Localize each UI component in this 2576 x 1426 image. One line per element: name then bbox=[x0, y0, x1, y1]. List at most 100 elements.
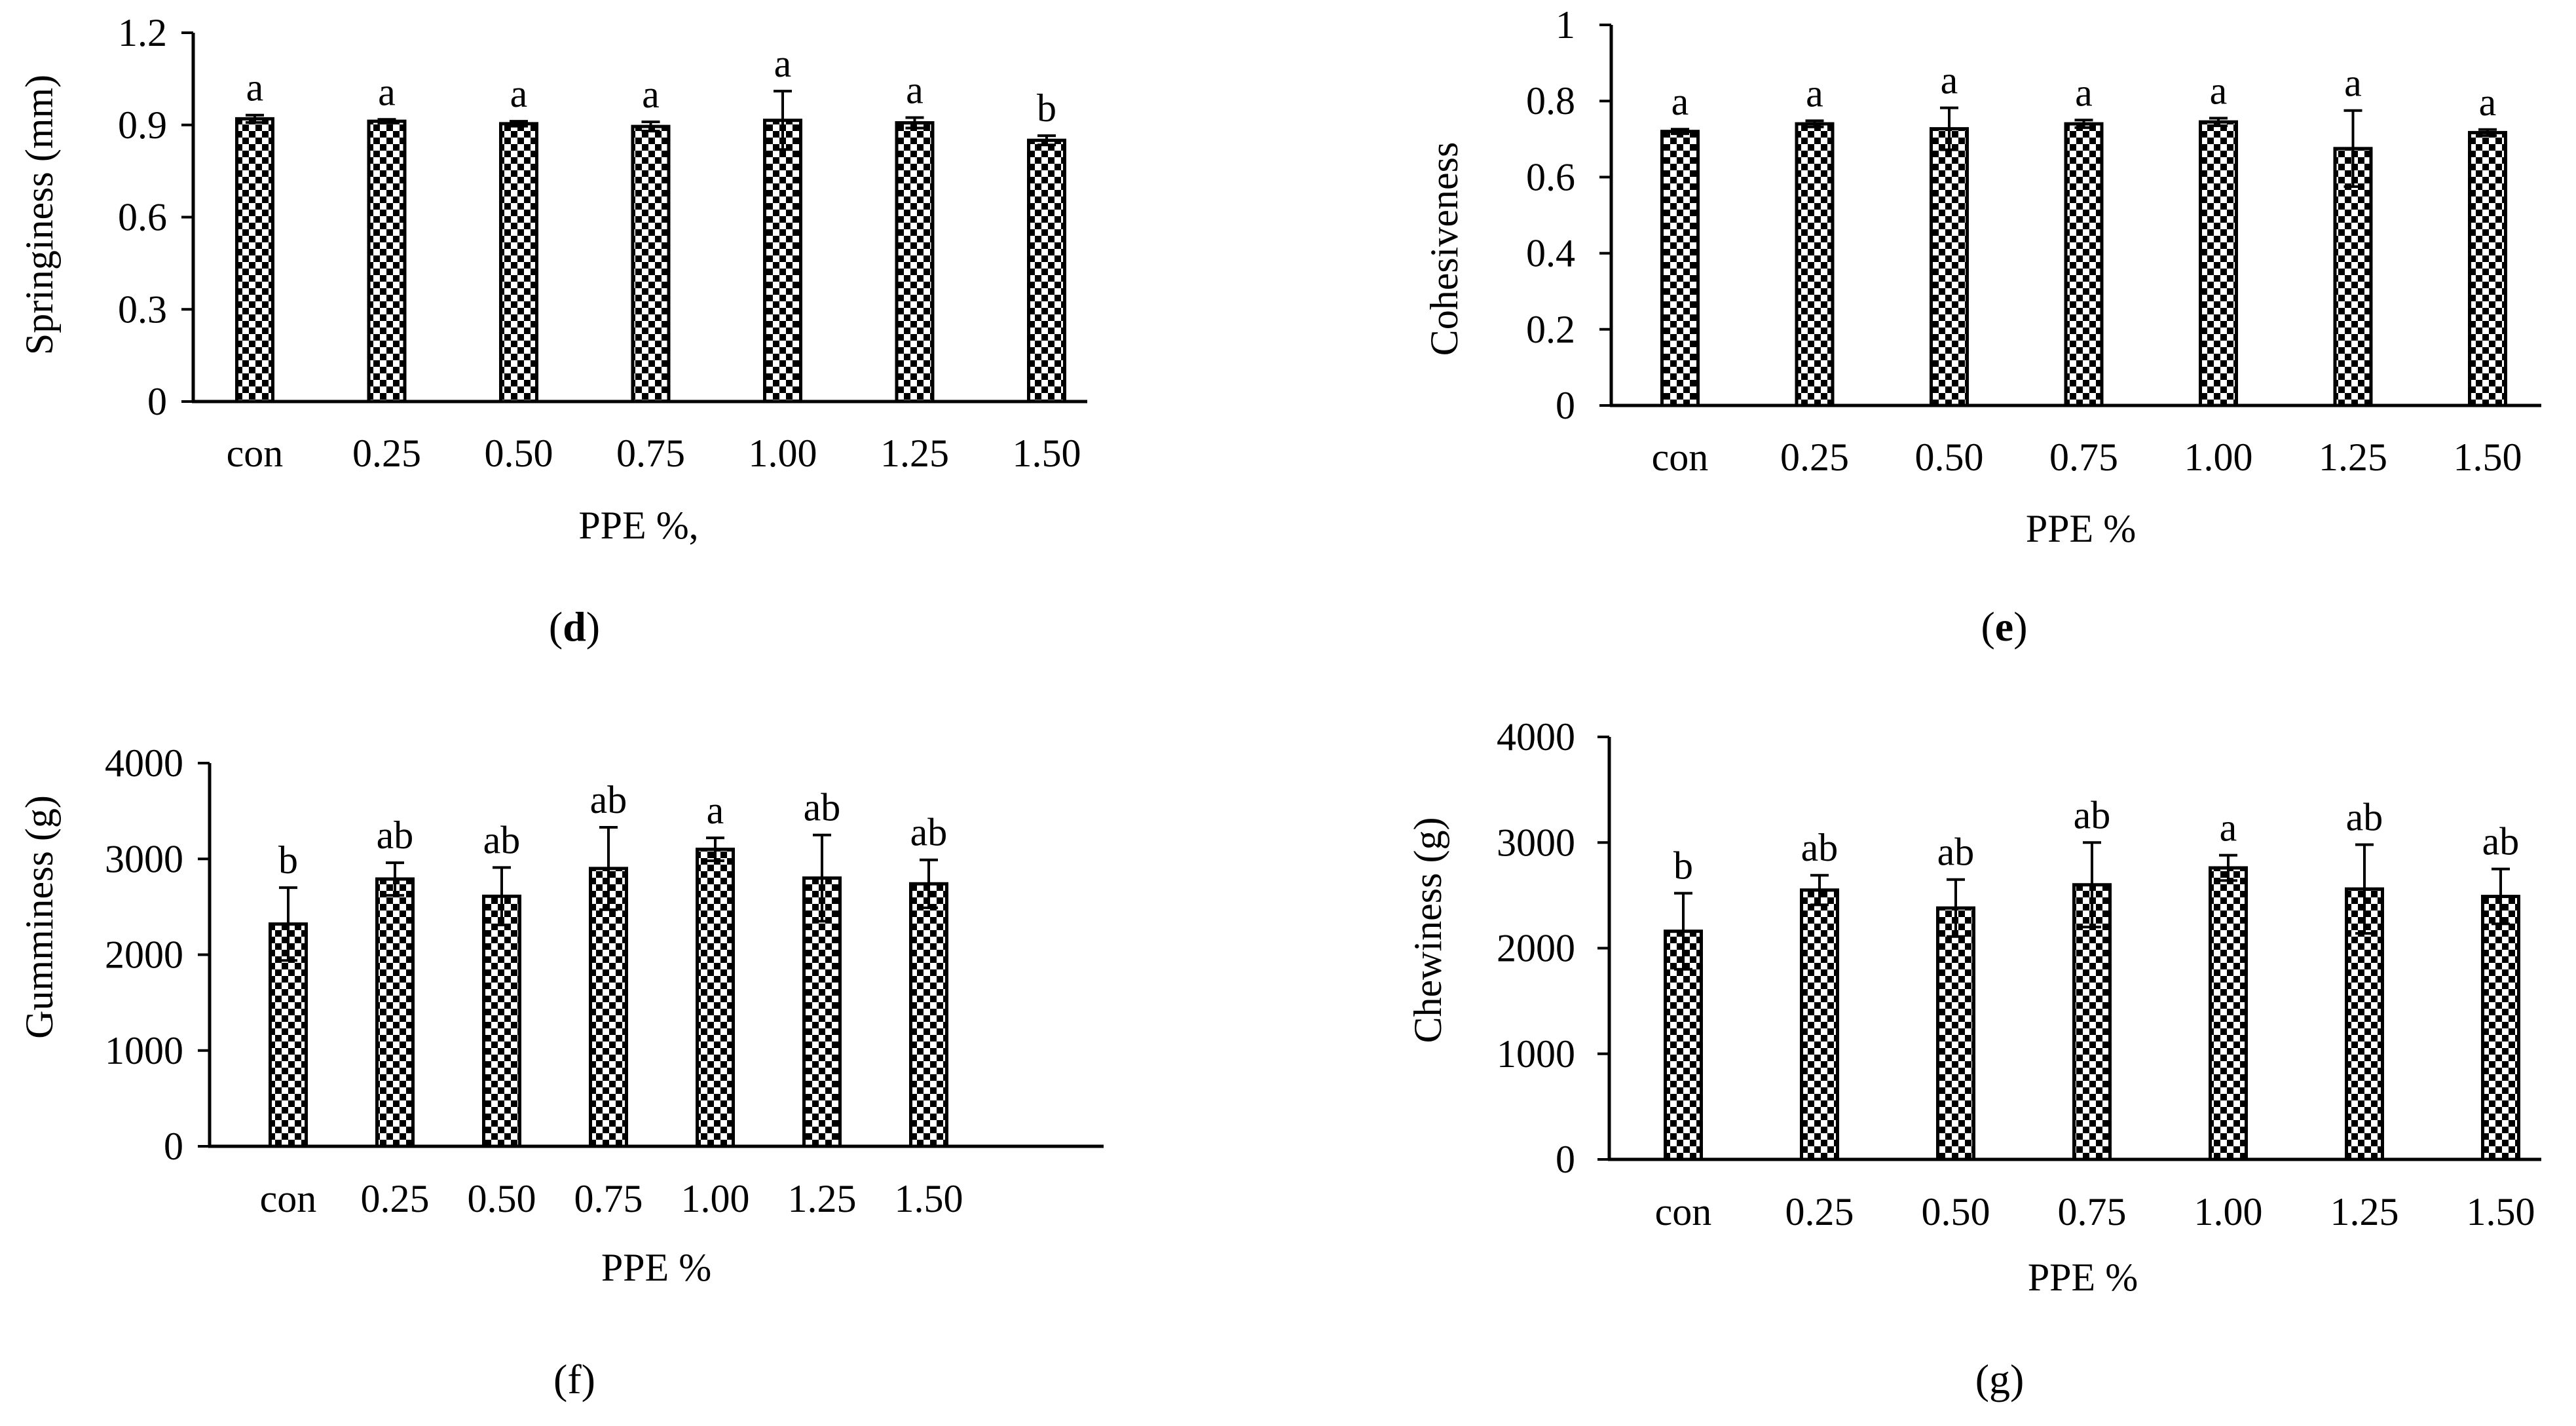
bar bbox=[1660, 130, 1700, 407]
significance-letter: b bbox=[1673, 844, 1693, 888]
significance-letter: a bbox=[2075, 71, 2093, 114]
y-tick-label: 0.3 bbox=[118, 288, 167, 331]
significance-letter: a bbox=[642, 73, 660, 116]
chart-panel-e: Cohesiveness PPE % (e) 0 0.2 0.4 0.6 0.8 1 a co… bbox=[1423, 3, 2541, 650]
x-tick-label: 0.50 bbox=[1922, 1190, 1990, 1233]
bar bbox=[2072, 883, 2112, 1161]
y-tick-label: 0.9 bbox=[118, 103, 167, 147]
significance-letter: a bbox=[774, 42, 792, 85]
x-tick-label: 0.25 bbox=[1785, 1190, 1854, 1233]
panel-label: (g) bbox=[1975, 1356, 2025, 1402]
significance-letter: a bbox=[2344, 62, 2362, 105]
panel-letter: e bbox=[1995, 603, 2013, 650]
significance-letter: ab bbox=[804, 786, 841, 829]
bar bbox=[696, 848, 735, 1148]
bar bbox=[631, 124, 671, 403]
x-tick-label: 1.00 bbox=[2184, 436, 2253, 479]
x-tick-label: 0.25 bbox=[361, 1177, 430, 1220]
y-tick-label: 4000 bbox=[1497, 715, 1575, 759]
chart-panel-d: Springiness (mm) PPE %, (d) 0 0.3 0.6 0.9 1.… bbox=[18, 11, 1087, 650]
bar bbox=[2064, 122, 2104, 407]
x-tick-label: con bbox=[227, 432, 284, 475]
x-tick-label: 1.00 bbox=[681, 1177, 750, 1220]
x-tick-label: 1.50 bbox=[1013, 432, 1081, 475]
x-tick-label: 0.75 bbox=[2058, 1190, 2127, 1233]
significance-letter: a bbox=[510, 72, 528, 115]
x-axis-label: PPE % bbox=[2026, 507, 2136, 550]
significance-letter: b bbox=[1037, 86, 1056, 130]
bar bbox=[2333, 147, 2373, 407]
x-tick-label: 1.50 bbox=[2467, 1190, 2535, 1233]
significance-letter: a bbox=[378, 70, 396, 113]
chart-panel-g: Chewiness (g) PPE % (g) 0 1000 2000 3000 400… bbox=[1406, 715, 2541, 1402]
x-tick-label: 0.50 bbox=[485, 432, 553, 475]
x-tick-label: 0.75 bbox=[2049, 436, 2118, 479]
significance-letter: ab bbox=[590, 778, 627, 821]
panel-letter: d bbox=[563, 603, 586, 650]
bar bbox=[802, 876, 842, 1148]
y-axis-label: Gumminess (g) bbox=[18, 795, 61, 1039]
x-tick-label: con bbox=[1655, 1190, 1712, 1233]
bar bbox=[2199, 120, 2238, 407]
bar bbox=[895, 121, 935, 403]
x-tick-label: 0.25 bbox=[352, 432, 421, 475]
y-tick-label: 1.2 bbox=[118, 11, 167, 54]
y-axis-label: Chewiness (g) bbox=[1406, 817, 1449, 1043]
panel-label: (f) bbox=[553, 1356, 595, 1402]
x-tick-label: 0.75 bbox=[616, 432, 685, 475]
y-tick-label: 1000 bbox=[105, 1029, 183, 1072]
y-tick-label: 2000 bbox=[1497, 927, 1575, 970]
significance-letter: a bbox=[2479, 81, 2497, 124]
x-tick-label: 1.00 bbox=[2194, 1190, 2263, 1233]
significance-letter: a bbox=[906, 68, 924, 111]
significance-letter: ab bbox=[377, 814, 414, 857]
y-tick-label: 0 bbox=[1556, 384, 1575, 427]
bar bbox=[763, 119, 802, 403]
y-tick-label: 3000 bbox=[105, 837, 183, 880]
x-tick-label: 1.00 bbox=[749, 432, 817, 475]
x-tick-label: 0.25 bbox=[1780, 436, 1849, 479]
y-axis-label: Springiness (mm) bbox=[18, 75, 61, 355]
significance-letter: ab bbox=[1937, 831, 1975, 874]
significance-letter: ab bbox=[2074, 793, 2111, 836]
x-tick-label: 1.25 bbox=[2330, 1190, 2399, 1233]
y-tick-label: 0.4 bbox=[1526, 232, 1575, 275]
x-tick-label: 0.50 bbox=[468, 1177, 536, 1220]
x-tick-label: con bbox=[1652, 436, 1709, 479]
bar bbox=[482, 894, 521, 1148]
bar bbox=[2209, 866, 2248, 1161]
bar bbox=[235, 117, 274, 403]
significance-letter: ab bbox=[910, 811, 948, 854]
y-tick-label: 0.6 bbox=[1526, 155, 1575, 198]
x-tick-label: 1.50 bbox=[895, 1177, 963, 1220]
x-tick-label: 1.50 bbox=[2454, 436, 2522, 479]
y-tick-label: 1000 bbox=[1497, 1032, 1575, 1076]
x-tick-label: 0.75 bbox=[574, 1177, 643, 1220]
bar bbox=[1930, 127, 1969, 407]
x-axis-label: PPE % bbox=[601, 1246, 711, 1289]
significance-letter: a bbox=[2220, 806, 2237, 850]
panel-label: (d) bbox=[549, 603, 600, 650]
significance-letter: a bbox=[1671, 80, 1689, 123]
x-tick-label: con bbox=[260, 1177, 317, 1220]
y-tick-label: 1 bbox=[1556, 3, 1575, 47]
x-axis-label: PPE % bbox=[2028, 1256, 2138, 1299]
bar bbox=[2468, 130, 2507, 407]
bar bbox=[1795, 122, 1835, 407]
bar bbox=[1800, 888, 1839, 1161]
y-tick-label: 3000 bbox=[1497, 821, 1575, 864]
significance-letter: a bbox=[1806, 71, 1823, 115]
x-tick-label: 1.25 bbox=[2319, 436, 2387, 479]
bar bbox=[589, 867, 628, 1148]
x-tick-label: 1.25 bbox=[788, 1177, 857, 1220]
significance-letter: b bbox=[278, 838, 298, 882]
y-tick-label: 0 bbox=[164, 1125, 183, 1168]
significance-letter: a bbox=[707, 789, 724, 832]
significance-letter: a bbox=[2210, 69, 2228, 112]
y-axis-label: Cohesiveness bbox=[1423, 142, 1466, 356]
significance-letter: a bbox=[1941, 59, 1958, 102]
significance-letter: ab bbox=[1801, 826, 1839, 869]
y-tick-label: 2000 bbox=[105, 933, 183, 977]
y-tick-label: 4000 bbox=[105, 741, 183, 785]
